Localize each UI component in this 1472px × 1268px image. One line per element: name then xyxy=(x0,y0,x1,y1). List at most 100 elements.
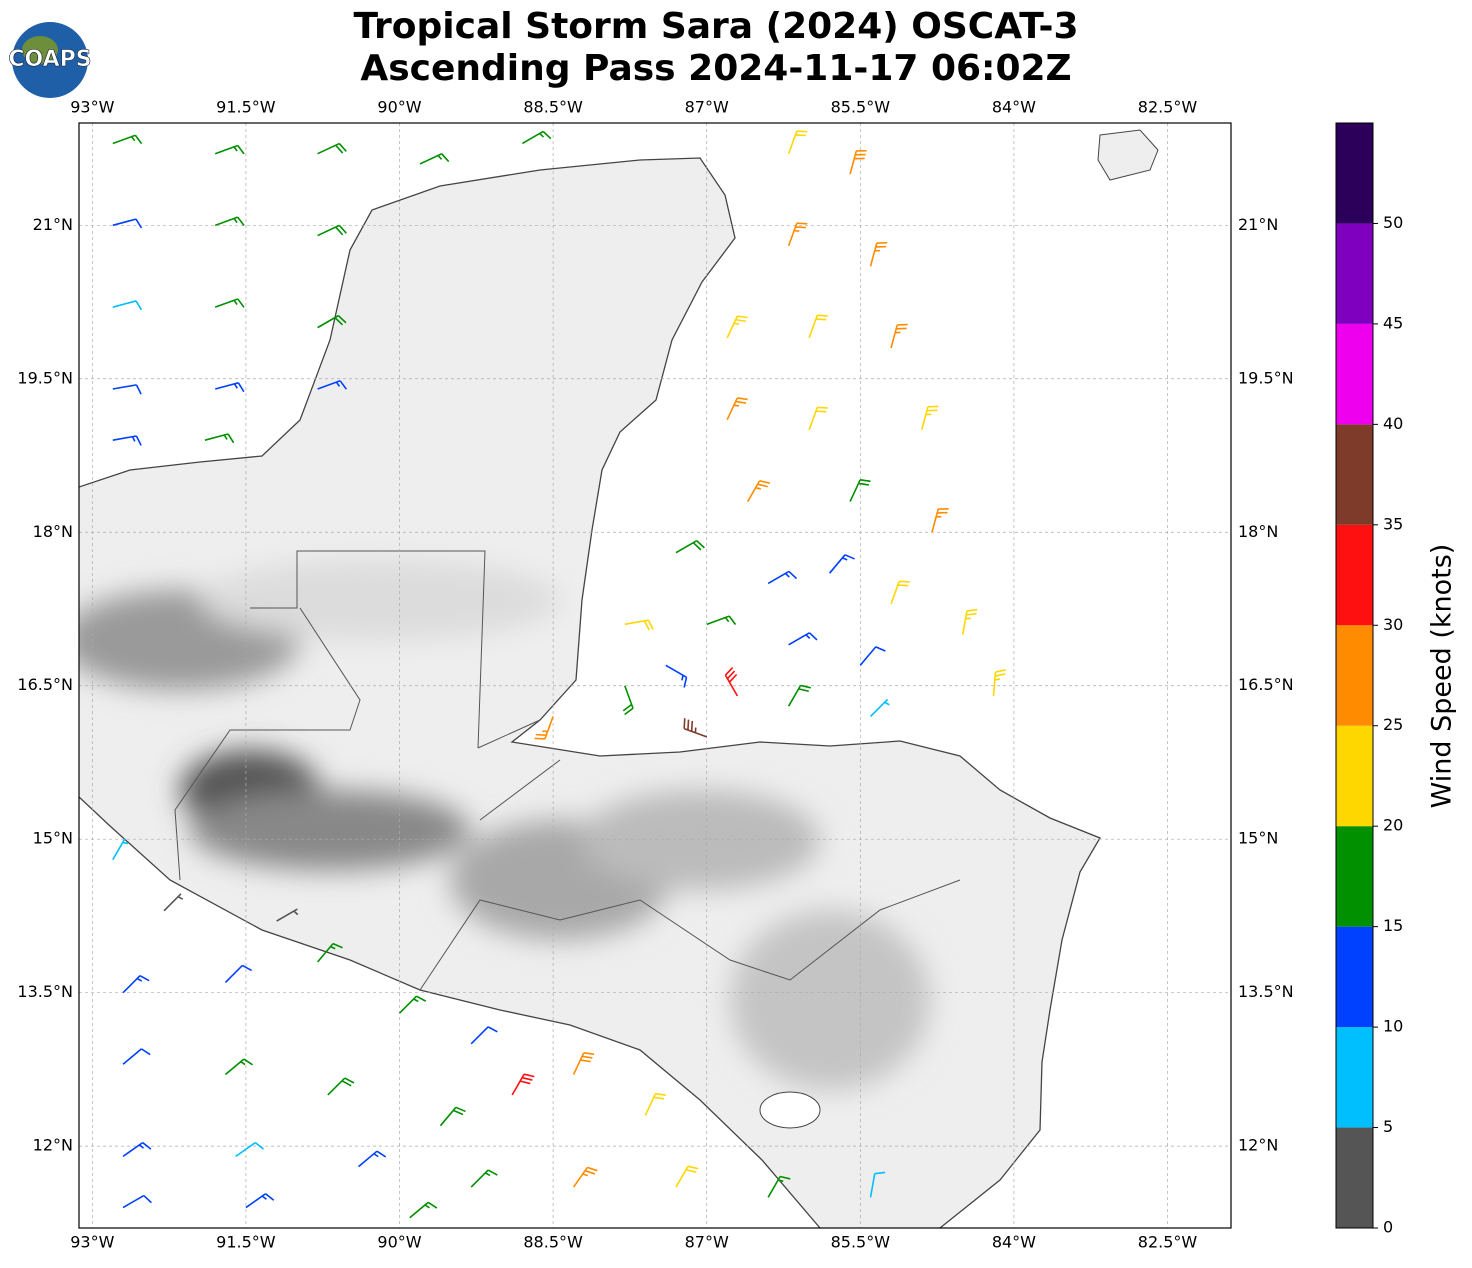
wind-barb xyxy=(470,1026,498,1045)
wind-barb xyxy=(724,667,739,697)
wind-barb xyxy=(204,433,235,444)
wind-barb xyxy=(787,130,808,154)
x-tick-label: 88.5°W xyxy=(523,1233,583,1252)
colorbar-tick-label: 45 xyxy=(1383,313,1403,332)
wind-barb xyxy=(644,1092,666,1116)
wind-barb xyxy=(112,134,143,145)
logo-text: COAPS xyxy=(8,47,91,72)
x-tick-label: 84°W xyxy=(992,1233,1036,1252)
wind-barb xyxy=(726,397,748,421)
colorbar-tick-label: 15 xyxy=(1383,916,1403,935)
wind-barb xyxy=(419,153,450,165)
wind-barb xyxy=(767,570,798,585)
colorbar-tick-label: 20 xyxy=(1383,816,1403,835)
land-layer xyxy=(79,129,1159,1228)
x-tick-label: 85.5°W xyxy=(831,98,891,117)
wind-barb xyxy=(665,664,688,688)
wind-barb xyxy=(828,554,855,574)
wind-barb xyxy=(849,479,871,502)
wind-barb xyxy=(163,893,184,912)
wind-barb xyxy=(859,646,886,666)
wind-barb xyxy=(316,942,343,963)
colorbar-tick-label: 40 xyxy=(1383,414,1403,433)
x-tick-label: 82.5°W xyxy=(1138,1233,1198,1252)
y-tick-label: 21°N xyxy=(33,215,73,234)
wind-barb xyxy=(470,1169,498,1188)
map-frame xyxy=(78,122,1232,1229)
wind-barb xyxy=(961,608,978,635)
wind-barb xyxy=(317,314,347,329)
lake xyxy=(759,1091,821,1129)
wind-barb xyxy=(317,224,347,237)
wind-barbs xyxy=(112,130,1006,1219)
wind-barb xyxy=(521,130,552,145)
wind-barb xyxy=(214,382,245,393)
wind-barb xyxy=(245,1193,275,1209)
wind-barb xyxy=(122,1141,152,1158)
wind-barb xyxy=(787,222,808,247)
wind-barb xyxy=(767,1175,791,1198)
wind-barb xyxy=(122,1048,151,1065)
y-tick-label: 19.5°N xyxy=(1238,368,1294,387)
wind-barb xyxy=(706,615,737,626)
wind-barb xyxy=(808,406,828,431)
colorbar-segment xyxy=(1336,424,1373,525)
logo-land xyxy=(22,36,58,64)
x-tick-label: 93°W xyxy=(70,98,114,117)
borders xyxy=(174,550,961,991)
y-tick-label: 13.5°N xyxy=(1238,982,1294,1001)
wind-barb xyxy=(622,685,634,716)
colorbar-segment xyxy=(1336,1127,1373,1228)
y-tick-label: 15°N xyxy=(1238,829,1278,848)
wind-barb xyxy=(624,619,654,631)
wind-barb xyxy=(276,908,299,922)
wind-barb xyxy=(572,1166,598,1188)
y-tick-label: 13.5°N xyxy=(17,982,73,1001)
wind-barb xyxy=(890,580,910,605)
colorbar-frame xyxy=(1335,122,1374,1229)
x-tick-label: 88.5°W xyxy=(523,98,583,117)
colorbar: 0 5 10 15 20 25 30 35 40 45 50 xyxy=(1335,122,1403,1237)
colorbar-tick-label: 10 xyxy=(1383,1017,1403,1036)
wind-barb xyxy=(920,405,939,431)
y-tick-label: 16.5°N xyxy=(1238,675,1294,694)
wind-barb xyxy=(511,1073,535,1096)
colorbar-segment xyxy=(1336,1027,1373,1128)
wind-barb xyxy=(787,684,811,707)
wind-barb xyxy=(224,1058,253,1076)
x-tick-label: 84°W xyxy=(992,98,1036,117)
colorbar-segment xyxy=(1336,725,1373,827)
wind-barb xyxy=(869,1171,886,1198)
x-tick-label: 82.5°W xyxy=(1138,98,1198,117)
wind-barb xyxy=(788,632,818,646)
logo: COAPS xyxy=(8,22,92,98)
wind-barb xyxy=(112,435,142,446)
colorbar-segment xyxy=(1336,625,1373,726)
graticule xyxy=(79,123,1231,1228)
title-line: Tropical Storm Sara (2024) OSCAT-3 xyxy=(353,6,1078,47)
wind-barb xyxy=(358,1150,387,1168)
wind-barb xyxy=(112,300,143,311)
colorbar-segment xyxy=(1336,524,1373,626)
colorbar-label: Wind Speed (knots) xyxy=(1427,544,1458,809)
y-tick-label: 16.5°N xyxy=(17,675,73,694)
wind-barb xyxy=(439,1106,466,1127)
colorbar-segment xyxy=(1336,323,1373,425)
y-tick-label: 18°N xyxy=(33,522,73,541)
colorbar-segment xyxy=(1336,223,1373,324)
y-tick-label: 12°N xyxy=(33,1136,73,1155)
wind-barb xyxy=(214,216,245,227)
coastline xyxy=(79,157,1101,1228)
y-tick-label: 18°N xyxy=(1238,522,1278,541)
wind-barb xyxy=(534,716,554,740)
y-tick-label: 19.5°N xyxy=(17,368,73,387)
colorbar-segment xyxy=(1336,826,1373,927)
wind-barb xyxy=(746,480,771,502)
wind-barb xyxy=(931,507,949,533)
x-tick-label: 90°W xyxy=(377,1233,421,1252)
x-tick-label: 87°W xyxy=(685,98,729,117)
colorbar-tick-label: 5 xyxy=(1383,1117,1393,1136)
wind-barb xyxy=(112,384,142,395)
x-tick-label: 85.5°W xyxy=(831,1233,891,1252)
